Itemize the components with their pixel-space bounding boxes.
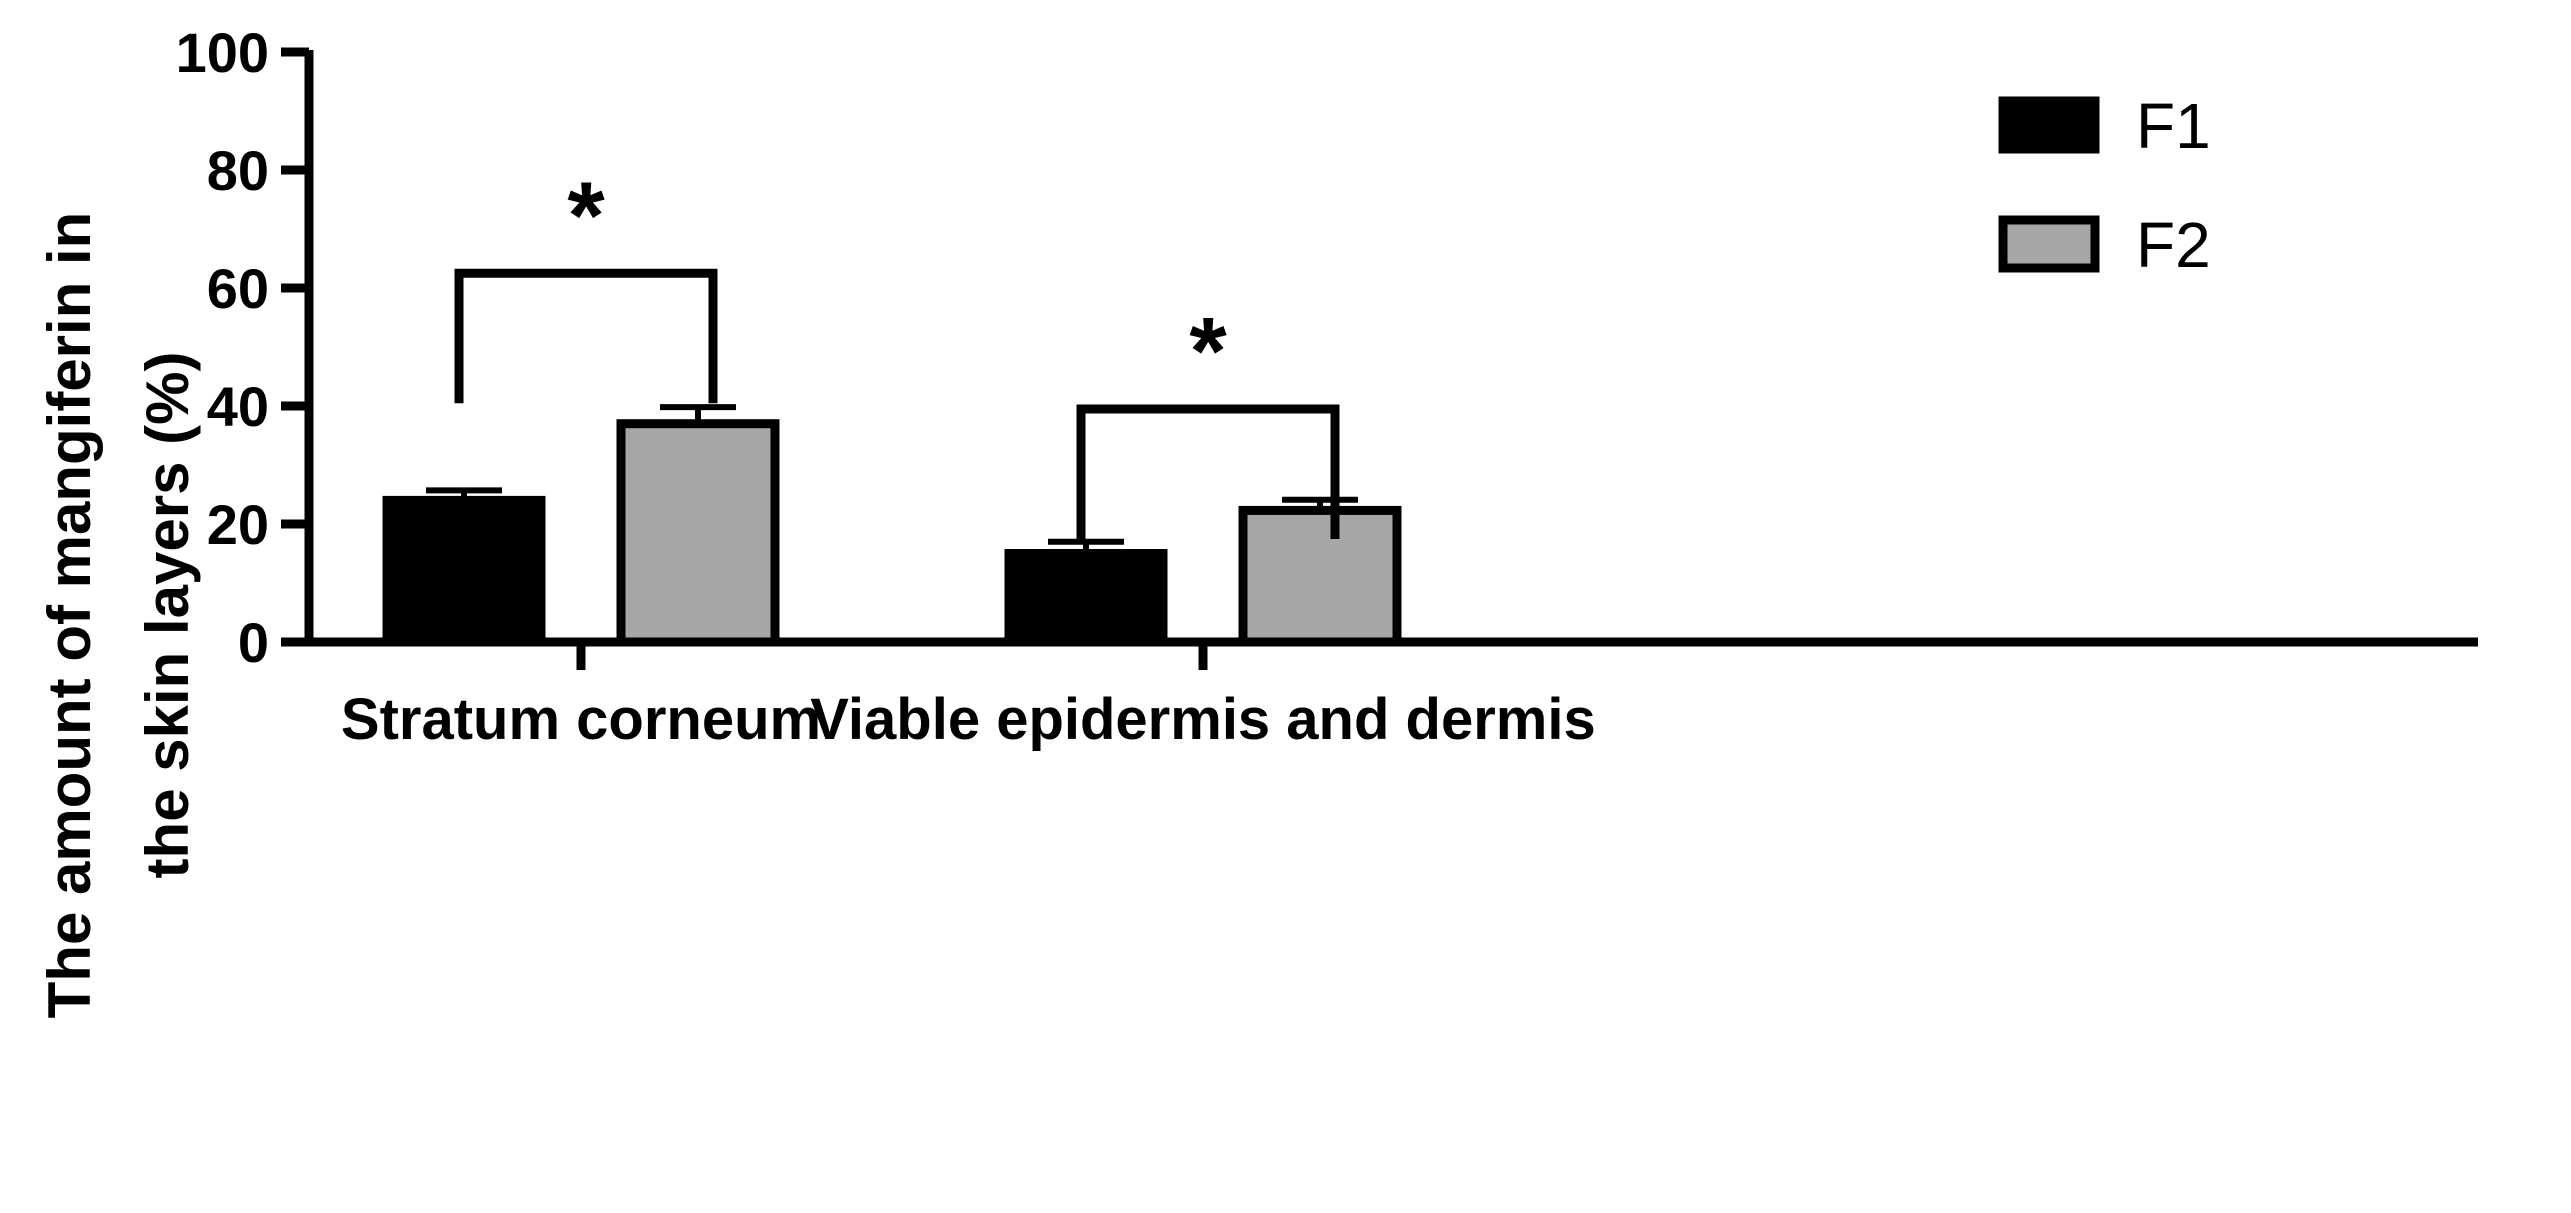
y-axis-title-line-1: The amount of mangiferin in (36, 212, 103, 1019)
legend: F1 F2 (1998, 90, 2211, 281)
significance-markers: ** (454, 162, 1340, 539)
y-axis-title: The amount of mangiferin in the skin lay… (36, 212, 201, 1019)
y-tick-label: 100 (176, 21, 269, 84)
bars (382, 419, 1402, 647)
x-category-label: Viable epidermis and dermis (810, 687, 1595, 752)
y-tick-label: 60 (207, 257, 269, 320)
legend-swatch-f1 (1998, 96, 2100, 154)
y-axis-title-line-2: the skin layers (%) (134, 352, 201, 879)
legend-swatch-f2 (1998, 215, 2100, 273)
significance-bracket (454, 268, 718, 404)
significance-star: * (1189, 298, 1227, 405)
legend-label-f1: F1 (2136, 90, 2211, 162)
y-tick-label: 80 (207, 139, 269, 202)
y-tick-label: 20 (207, 493, 269, 556)
bar-f1-2 (1004, 549, 1168, 647)
bar-f2-2 (1238, 505, 1402, 647)
error-bars (426, 404, 1358, 554)
bar-f1-1 (382, 495, 546, 647)
y-axis: 0 20 40 60 80 100 (176, 21, 314, 674)
legend-label-f2: F2 (2136, 209, 2211, 281)
y-tick-label: 40 (207, 375, 269, 438)
significance-star: * (567, 162, 605, 269)
y-tick-label: 0 (238, 611, 269, 674)
significance-bracket (1076, 404, 1340, 539)
bar-f2-1 (616, 419, 780, 647)
x-category-label: Stratum corneum (341, 687, 821, 752)
